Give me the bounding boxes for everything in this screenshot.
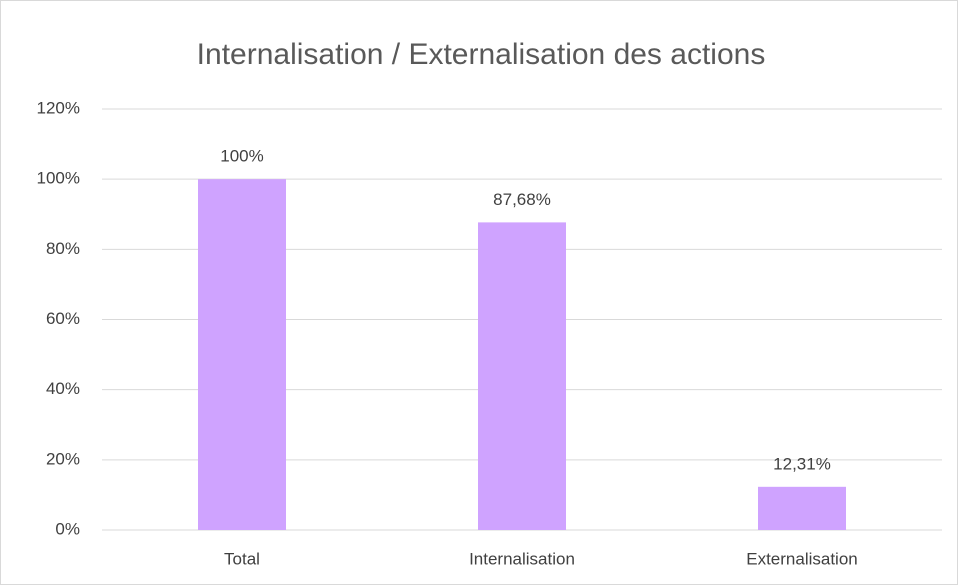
y-tick-label: 120% xyxy=(37,98,80,117)
x-tick-label: Total xyxy=(224,549,260,568)
bar xyxy=(198,179,286,530)
y-tick-label: 0% xyxy=(55,519,80,538)
y-tick-label: 60% xyxy=(46,309,80,328)
y-tick-label: 20% xyxy=(46,449,80,468)
y-tick-label: 80% xyxy=(46,239,80,258)
x-tick-label: Externalisation xyxy=(746,549,858,568)
x-tick-label: Internalisation xyxy=(469,549,575,568)
chart-title: Internalisation / Externalisation des ac… xyxy=(197,38,766,71)
bar xyxy=(478,222,566,530)
y-tick-label: 100% xyxy=(37,169,80,188)
y-tick-label: 40% xyxy=(46,379,80,398)
bar xyxy=(758,486,846,530)
data-label: 100% xyxy=(220,147,263,166)
data-label: 87,68% xyxy=(493,190,551,209)
data-label: 12,31% xyxy=(773,454,831,473)
